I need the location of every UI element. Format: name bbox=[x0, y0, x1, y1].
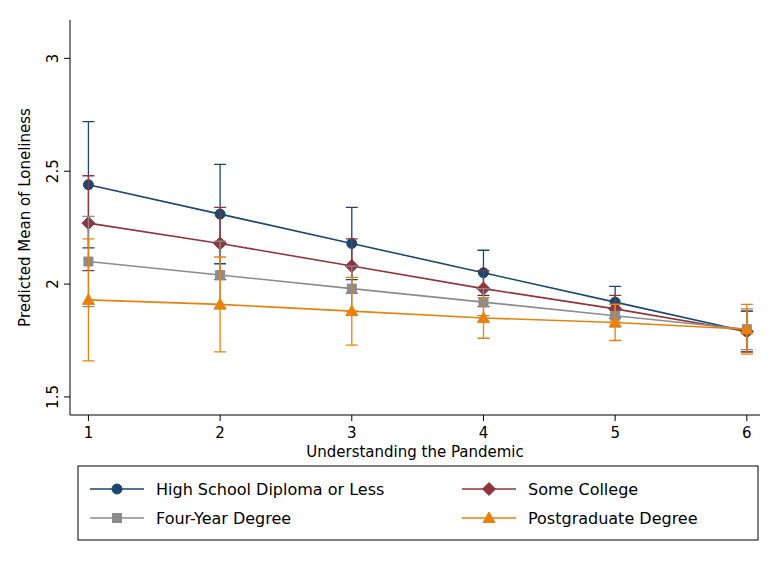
x-tick-label: 1 bbox=[84, 424, 94, 442]
legend-label: Some College bbox=[528, 480, 638, 499]
x-axis-title: Understanding the Pandemic bbox=[306, 443, 524, 461]
legend-marker bbox=[483, 512, 495, 523]
point bbox=[346, 305, 358, 316]
y-tick-label: 2.5 bbox=[44, 159, 62, 183]
series-line bbox=[88, 223, 746, 331]
x-tick bbox=[615, 415, 616, 421]
x-axis bbox=[70, 415, 760, 416]
legend-label: Four-Year Degree bbox=[156, 509, 291, 528]
y-tick-label: 1.5 bbox=[44, 385, 62, 409]
point bbox=[82, 294, 94, 305]
legend-marker bbox=[113, 514, 122, 523]
x-tick bbox=[88, 415, 89, 421]
point bbox=[477, 312, 489, 323]
x-tick bbox=[483, 415, 484, 421]
background bbox=[0, 0, 772, 561]
plot-area bbox=[82, 122, 753, 361]
point bbox=[214, 298, 226, 309]
series-line bbox=[88, 185, 746, 332]
x-tick-label: 2 bbox=[215, 424, 225, 442]
x-tick-label: 4 bbox=[479, 424, 489, 442]
y-axis bbox=[70, 20, 71, 415]
y-axis-title: Predicted Mean of Loneliness bbox=[16, 108, 34, 327]
legend-marker bbox=[483, 483, 496, 496]
y-tick bbox=[64, 171, 70, 172]
legend-box bbox=[78, 466, 758, 540]
x-tick-label: 3 bbox=[347, 424, 357, 442]
series-line bbox=[88, 300, 746, 329]
point bbox=[609, 316, 621, 327]
x-tick-label: 5 bbox=[610, 424, 620, 442]
y-tick-label: 3 bbox=[44, 54, 62, 64]
y-tick bbox=[64, 396, 70, 397]
chart: 1.5 2 2.5 3 1 2 3 4 5 6 Understanding the Pandemic… bbox=[0, 0, 772, 561]
legend-marker bbox=[112, 484, 122, 494]
series-line bbox=[88, 262, 746, 330]
legend-label: Postgraduate Degree bbox=[528, 509, 698, 528]
point bbox=[741, 323, 753, 334]
y-tick bbox=[64, 58, 70, 59]
legend-label: High School Diploma or Less bbox=[156, 480, 384, 499]
y-tick-label: 2 bbox=[44, 279, 62, 289]
x-tick bbox=[351, 415, 352, 421]
x-tick bbox=[746, 415, 747, 421]
y-tick bbox=[64, 284, 70, 285]
x-tick-label: 6 bbox=[742, 424, 752, 442]
x-tick bbox=[220, 415, 221, 421]
